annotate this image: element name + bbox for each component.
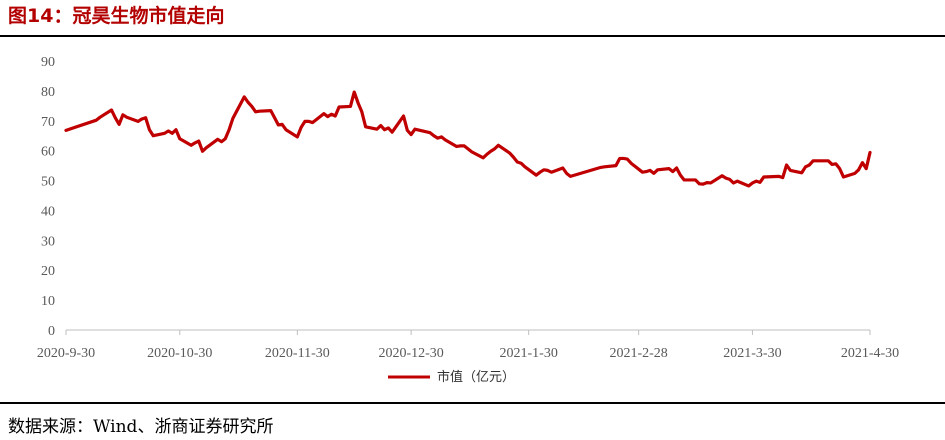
y-tick-label: 80	[41, 85, 55, 100]
x-axis-ticks: 2020-9-30 2020-10-30 2020-11-30 2020-12-30 2…	[37, 330, 899, 361]
x-tick-label: 2020-9-30	[37, 346, 95, 361]
x-tick-label: 2021-4-30	[841, 346, 899, 361]
y-tick-label: 70	[41, 115, 55, 130]
y-tick-label: 30	[41, 234, 55, 249]
bottom-rule	[0, 402, 945, 404]
x-tick-label: 2020-12-30	[378, 346, 443, 361]
series-line-0	[64, 90, 872, 188]
y-tick-label: 10	[41, 294, 55, 309]
x-tick-label: 2020-11-30	[265, 346, 330, 361]
y-tick-label: 50	[41, 175, 55, 190]
y-axis-ticks: 0 10 20 30 40 50 60 70 80 90	[41, 55, 55, 339]
x-tick-label: 2020-10-30	[147, 346, 212, 361]
y-tick-label: 40	[41, 204, 55, 219]
figure-title: 图14：冠昊生物市值走向	[8, 5, 225, 27]
top-rule	[0, 35, 945, 37]
legend-label: 市值（亿元）	[437, 369, 515, 385]
legend: 市值（亿元）	[388, 369, 515, 385]
x-tick-label: 2021-2-28	[609, 346, 667, 361]
y-tick-label: 90	[41, 55, 55, 70]
y-tick-label: 60	[41, 145, 55, 160]
y-tick-label: 0	[48, 324, 55, 339]
x-tick-label: 2021-3-30	[723, 346, 781, 361]
source-note: 数据来源：Wind、浙商证券研究所	[8, 417, 274, 437]
y-tick-label: 20	[41, 264, 55, 279]
series-layer	[64, 90, 872, 188]
x-tick-label: 2021-1-30	[500, 346, 558, 361]
